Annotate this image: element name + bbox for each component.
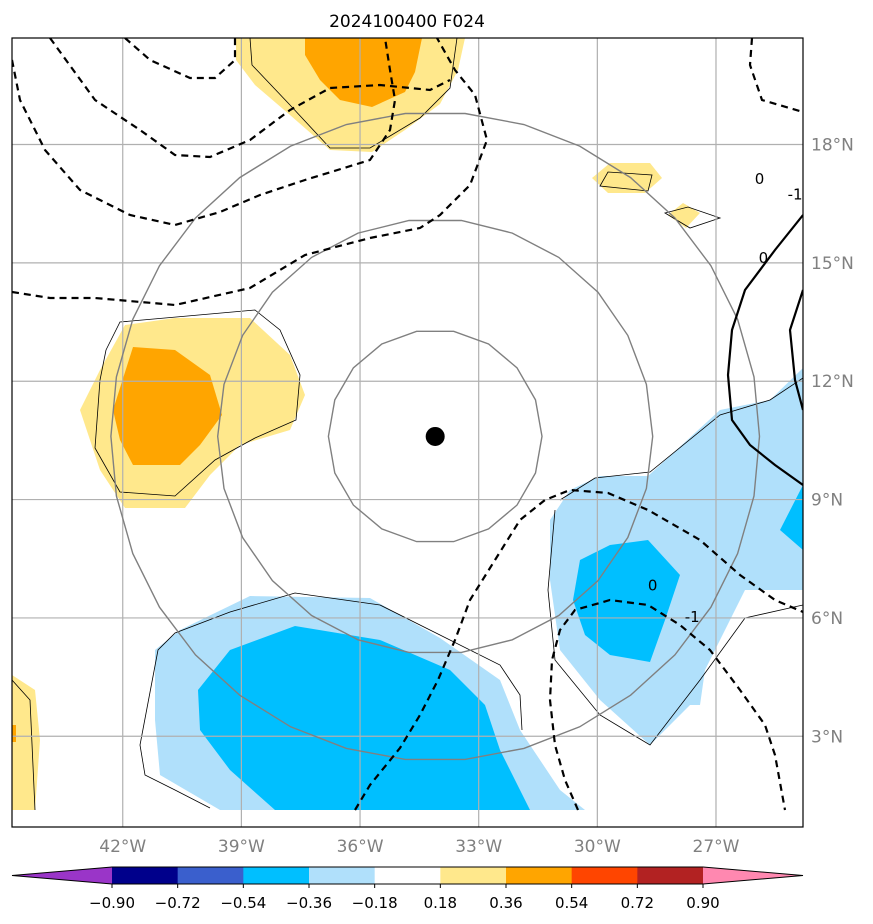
thin-contour <box>94 309 301 497</box>
colorbar-tick-label: 0.90 <box>686 894 719 912</box>
shaded-regions <box>12 38 803 810</box>
contour-label: 0 <box>755 170 765 188</box>
lat-tick-labels: 3°N 6°N 9°N 12°N 15°N 18°N <box>811 136 854 748</box>
colorbar-extend-high <box>703 867 803 884</box>
dashed-contour <box>548 598 787 811</box>
solid-contour <box>788 289 803 411</box>
contour-labels: 0 -1 0 0 -1 <box>648 170 803 626</box>
colorbar-tick-label: −0.36 <box>286 894 332 912</box>
dashed-contour <box>12 38 489 307</box>
lon-tick-label: 33°W <box>455 837 502 857</box>
colorbar-tick-label: 0.54 <box>555 894 588 912</box>
lon-tick-label: 42°W <box>99 837 146 857</box>
solid-contour <box>726 214 803 486</box>
lon-tick-label: 36°W <box>337 837 384 857</box>
colorbar-tick-label: −0.18 <box>352 894 398 912</box>
thin-contour <box>559 377 803 501</box>
dashed-contour <box>124 38 237 80</box>
chart-title: 2024100400 F024 <box>329 12 485 32</box>
colorbar-tick-label: 0.72 <box>621 894 654 912</box>
lat-tick-label: 3°N <box>811 727 843 747</box>
colorbar: −0.90 −0.72 −0.54 −0.36 −0.18 0.18 0.36 0.54 0.7… <box>11 866 804 912</box>
thin-contour <box>139 592 523 809</box>
dashed-contour <box>748 38 803 114</box>
colorbar-segment <box>440 867 507 884</box>
range-rings <box>110 112 761 761</box>
lat-tick-label: 15°N <box>811 254 854 274</box>
thin-contour <box>547 509 803 746</box>
lat-tick-label: 6°N <box>811 609 843 629</box>
tick-mark-west-edge <box>12 725 16 742</box>
lat-tick-label: 12°N <box>811 372 854 392</box>
range-ring <box>110 112 761 761</box>
colorbar-tick-label: 0.18 <box>424 894 457 912</box>
dashed-contour <box>12 38 397 227</box>
thin-contours <box>12 38 803 811</box>
dashed-contour <box>49 38 451 159</box>
contour-label: 0 <box>759 249 769 267</box>
colorbar-segment <box>309 867 376 884</box>
storm-center-marker <box>425 426 445 446</box>
colorbar-segment <box>571 867 638 884</box>
colorbar-segment <box>506 867 573 884</box>
lon-tick-label: 27°W <box>693 837 740 857</box>
range-ring <box>327 330 543 543</box>
thin-contour <box>249 38 458 149</box>
positive-region-small-1 <box>592 163 662 193</box>
colorbar-tick-label: 0.36 <box>489 894 522 912</box>
colorbar-tick-label: −0.90 <box>89 894 135 912</box>
negative-region-east-medium <box>573 540 680 662</box>
gridlines <box>12 38 803 827</box>
contour-label: 0 <box>648 576 658 594</box>
negative-region-east-edge <box>780 485 803 550</box>
dashed-contour <box>354 488 803 811</box>
thin-contour <box>599 171 653 192</box>
lon-tick-label: 39°W <box>218 837 265 857</box>
range-ring <box>216 219 654 654</box>
contour-label: -1 <box>685 608 700 626</box>
colorbar-segment <box>374 867 441 884</box>
colorbar-segment <box>243 867 310 884</box>
colorbar-tick-label: −0.54 <box>220 894 266 912</box>
lat-tick-label: 18°N <box>811 136 854 156</box>
dashed-contours <box>12 38 803 811</box>
colorbar-segment <box>637 867 704 884</box>
lon-tick-labels: 42°W 39°W 36°W 33°W 30°W 27°W <box>99 837 739 857</box>
colorbar-segment <box>112 867 179 884</box>
thin-contour <box>12 679 36 811</box>
colorbar-extend-low <box>12 867 112 884</box>
positive-region-southwest <box>12 675 40 810</box>
colorbar-segment <box>177 867 244 884</box>
lat-tick-label: 9°N <box>811 491 843 511</box>
thin-contour <box>663 206 722 229</box>
map-area: 0 -1 0 0 -1 <box>12 38 803 827</box>
negative-region-south-medium <box>198 626 530 810</box>
solid-contours <box>726 214 803 486</box>
positive-region-west-medium <box>113 347 222 465</box>
contour-label: -1 <box>788 186 803 204</box>
positive-region-small-2 <box>668 203 700 228</box>
lon-tick-label: 30°W <box>574 837 621 857</box>
map-frame <box>11 37 804 828</box>
colorbar-tick-label: −0.72 <box>155 894 201 912</box>
